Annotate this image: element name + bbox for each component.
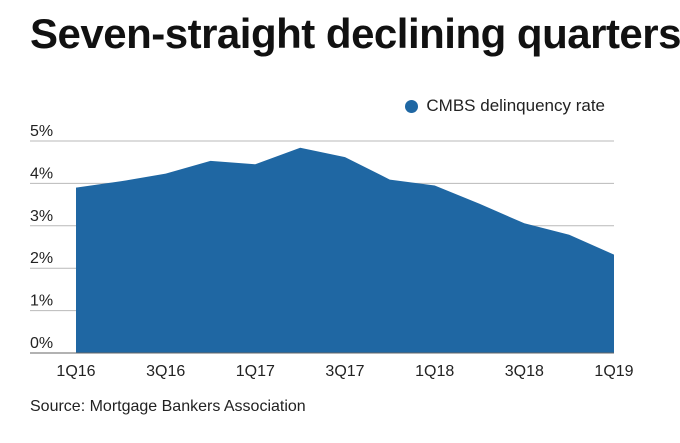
- y-tick-label: 1%: [30, 293, 53, 310]
- chart-title: Seven-straight declining quarters: [30, 10, 680, 57]
- x-tick-label: 3Q18: [505, 363, 544, 380]
- y-tick-label: 3%: [30, 208, 53, 225]
- source-note: Source: Mortgage Bankers Association: [30, 398, 306, 415]
- y-tick-label: 5%: [30, 123, 53, 140]
- legend: CMBS delinquency rate: [405, 96, 605, 116]
- x-tick-label: 1Q19: [594, 363, 633, 380]
- x-tick-label: 3Q16: [146, 363, 185, 380]
- legend-marker: [405, 99, 419, 113]
- x-tick-label: 1Q18: [415, 363, 454, 380]
- y-tick-label: 0%: [30, 335, 53, 352]
- legend-label: CMBS delinquency rate: [426, 96, 605, 115]
- series-area-cmbs-delinquency-rate: [76, 147, 614, 353]
- x-tick-label: 1Q16: [56, 363, 95, 380]
- plot-area: [76, 147, 614, 353]
- x-tick-label: 3Q17: [325, 363, 364, 380]
- y-tick-label: 2%: [30, 250, 53, 267]
- y-tick-label: 4%: [30, 165, 53, 182]
- x-tick-label: 1Q17: [236, 363, 275, 380]
- axes: 0% 1% 2% 3% 4% 5% 1Q16 3Q16 1Q17 3Q17 1Q18 3Q18 1Q19: [30, 123, 634, 380]
